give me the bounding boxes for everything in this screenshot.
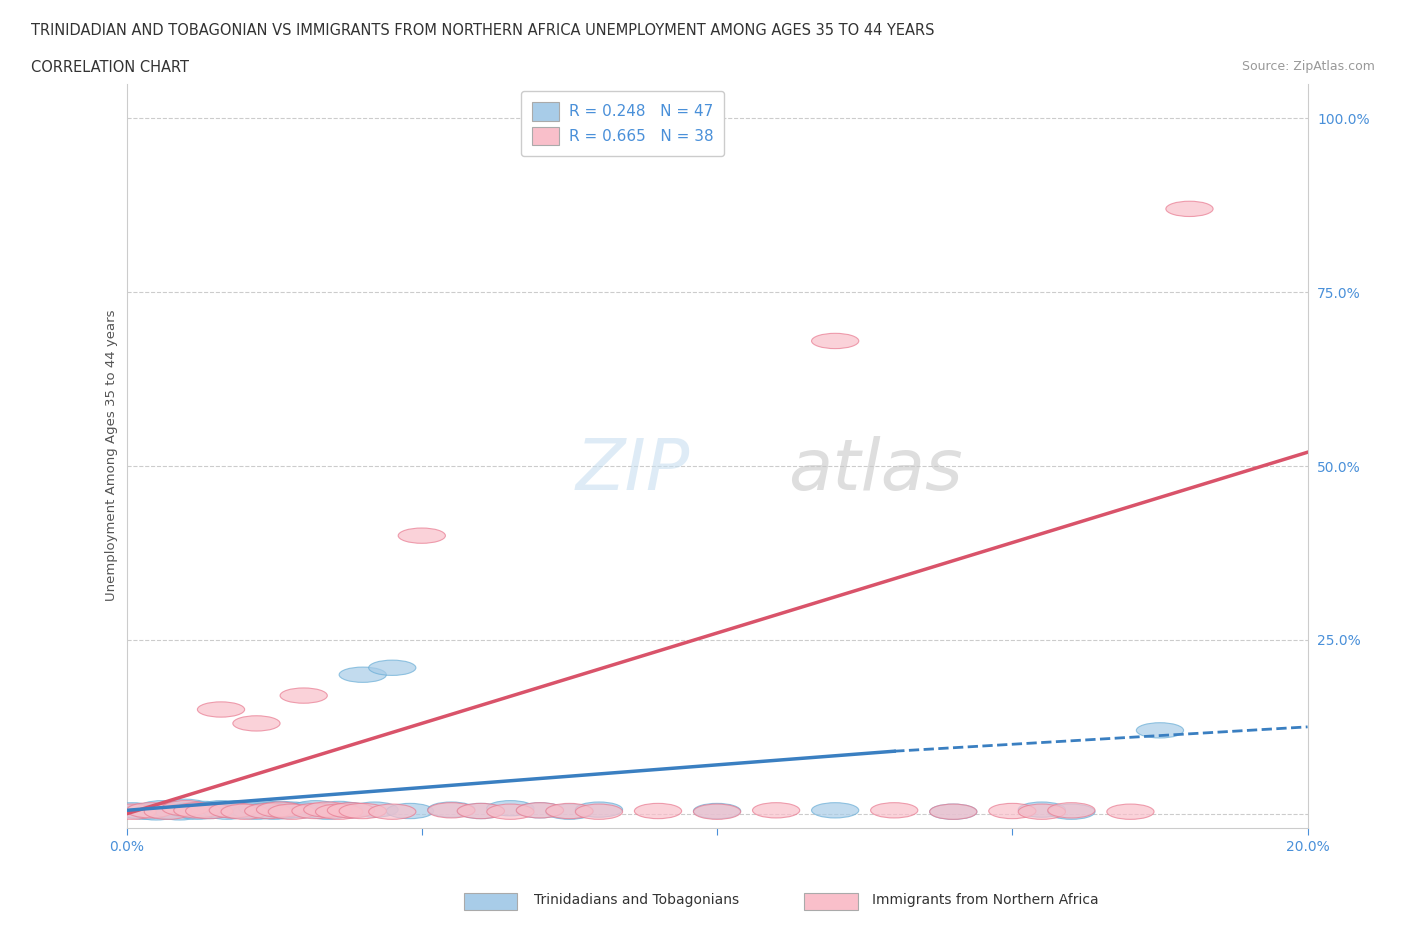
Ellipse shape bbox=[269, 802, 315, 817]
Ellipse shape bbox=[121, 804, 167, 819]
Ellipse shape bbox=[1018, 804, 1066, 819]
Y-axis label: Unemployment Among Ages 35 to 44 years: Unemployment Among Ages 35 to 44 years bbox=[105, 310, 118, 602]
Ellipse shape bbox=[575, 802, 623, 817]
Ellipse shape bbox=[486, 804, 534, 819]
Ellipse shape bbox=[546, 804, 593, 819]
Ellipse shape bbox=[457, 804, 505, 818]
Text: Trinidadians and Tobagonians: Trinidadians and Tobagonians bbox=[534, 893, 740, 908]
Ellipse shape bbox=[145, 804, 191, 818]
Ellipse shape bbox=[929, 804, 977, 819]
Ellipse shape bbox=[233, 804, 280, 819]
Ellipse shape bbox=[1018, 802, 1066, 817]
Ellipse shape bbox=[263, 804, 309, 818]
Ellipse shape bbox=[328, 803, 374, 818]
Ellipse shape bbox=[197, 702, 245, 717]
Ellipse shape bbox=[174, 804, 221, 819]
Ellipse shape bbox=[546, 804, 593, 818]
Ellipse shape bbox=[304, 804, 352, 819]
Ellipse shape bbox=[280, 688, 328, 703]
Ellipse shape bbox=[427, 803, 475, 818]
Ellipse shape bbox=[174, 803, 221, 818]
Ellipse shape bbox=[197, 801, 245, 816]
Ellipse shape bbox=[1166, 201, 1213, 217]
Ellipse shape bbox=[1136, 723, 1184, 738]
Ellipse shape bbox=[988, 804, 1036, 818]
Ellipse shape bbox=[150, 802, 197, 817]
Ellipse shape bbox=[132, 804, 180, 820]
Ellipse shape bbox=[634, 804, 682, 818]
Ellipse shape bbox=[215, 801, 263, 816]
Ellipse shape bbox=[138, 801, 186, 816]
Ellipse shape bbox=[209, 803, 256, 818]
Ellipse shape bbox=[250, 804, 298, 819]
Ellipse shape bbox=[398, 528, 446, 543]
Text: CORRELATION CHART: CORRELATION CHART bbox=[31, 60, 188, 75]
Ellipse shape bbox=[127, 803, 174, 818]
Ellipse shape bbox=[811, 803, 859, 818]
Ellipse shape bbox=[167, 803, 215, 818]
Ellipse shape bbox=[1047, 804, 1095, 819]
Ellipse shape bbox=[516, 803, 564, 818]
Ellipse shape bbox=[315, 804, 363, 819]
Text: TRINIDADIAN AND TOBAGONIAN VS IMMIGRANTS FROM NORTHERN AFRICA UNEMPLOYMENT AMONG: TRINIDADIAN AND TOBAGONIAN VS IMMIGRANTS… bbox=[31, 23, 935, 38]
Ellipse shape bbox=[693, 804, 741, 818]
Ellipse shape bbox=[280, 803, 328, 818]
Ellipse shape bbox=[180, 802, 226, 817]
Ellipse shape bbox=[575, 804, 623, 819]
Ellipse shape bbox=[233, 716, 280, 731]
Ellipse shape bbox=[292, 804, 339, 818]
Ellipse shape bbox=[221, 804, 269, 818]
Ellipse shape bbox=[162, 801, 209, 816]
Ellipse shape bbox=[315, 802, 363, 817]
Ellipse shape bbox=[427, 802, 475, 817]
Ellipse shape bbox=[108, 804, 156, 819]
Ellipse shape bbox=[156, 804, 204, 820]
Ellipse shape bbox=[162, 799, 209, 815]
Ellipse shape bbox=[929, 804, 977, 819]
Ellipse shape bbox=[226, 802, 274, 817]
Ellipse shape bbox=[387, 804, 433, 818]
Ellipse shape bbox=[1107, 804, 1154, 819]
Ellipse shape bbox=[186, 804, 233, 818]
Ellipse shape bbox=[339, 804, 387, 818]
Ellipse shape bbox=[221, 804, 269, 819]
Ellipse shape bbox=[457, 804, 505, 818]
Text: Source: ZipAtlas.com: Source: ZipAtlas.com bbox=[1241, 60, 1375, 73]
Ellipse shape bbox=[292, 801, 339, 816]
Ellipse shape bbox=[239, 801, 285, 816]
Ellipse shape bbox=[811, 333, 859, 349]
Ellipse shape bbox=[191, 802, 239, 817]
Ellipse shape bbox=[693, 804, 741, 819]
Ellipse shape bbox=[245, 804, 292, 818]
Ellipse shape bbox=[186, 804, 233, 818]
Ellipse shape bbox=[870, 803, 918, 818]
Ellipse shape bbox=[1047, 803, 1095, 818]
Ellipse shape bbox=[516, 803, 564, 818]
Ellipse shape bbox=[204, 804, 250, 819]
Ellipse shape bbox=[245, 803, 292, 818]
Legend: R = 0.248   N = 47, R = 0.665   N = 38: R = 0.248 N = 47, R = 0.665 N = 38 bbox=[522, 91, 724, 156]
Ellipse shape bbox=[368, 804, 416, 819]
Ellipse shape bbox=[368, 660, 416, 675]
Ellipse shape bbox=[256, 802, 304, 817]
Ellipse shape bbox=[328, 803, 374, 818]
Text: atlas: atlas bbox=[787, 436, 963, 505]
Ellipse shape bbox=[339, 667, 387, 683]
Ellipse shape bbox=[209, 803, 256, 818]
Text: Immigrants from Northern Africa: Immigrants from Northern Africa bbox=[872, 893, 1098, 908]
Ellipse shape bbox=[352, 802, 398, 817]
Ellipse shape bbox=[269, 804, 315, 819]
Ellipse shape bbox=[752, 803, 800, 818]
Text: ZIP: ZIP bbox=[575, 436, 690, 505]
Ellipse shape bbox=[256, 802, 304, 817]
Ellipse shape bbox=[108, 803, 156, 818]
Ellipse shape bbox=[304, 802, 352, 817]
Ellipse shape bbox=[145, 804, 191, 819]
Ellipse shape bbox=[486, 801, 534, 816]
